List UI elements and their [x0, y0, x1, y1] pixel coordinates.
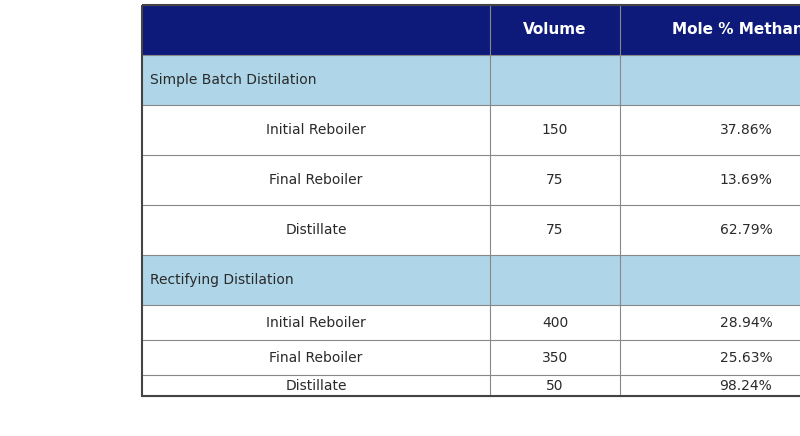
Bar [142, 205, 490, 255]
Bar [620, 55, 800, 105]
Text: 150: 150 [542, 123, 568, 137]
Text: 400: 400 [542, 316, 568, 330]
Text: Initial Reboiler: Initial Reboiler [266, 123, 366, 137]
Bar [490, 5, 620, 55]
Text: 50: 50 [546, 378, 564, 392]
Bar [620, 105, 800, 155]
Text: 37.86%: 37.86% [720, 123, 772, 137]
Bar [142, 375, 490, 396]
Bar [620, 5, 800, 55]
Bar [490, 105, 620, 155]
Bar [620, 155, 800, 205]
Text: Simple Batch Distilation: Simple Batch Distilation [150, 73, 317, 87]
Bar [490, 205, 620, 255]
Bar [490, 155, 620, 205]
Text: Rectifying Distilation: Rectifying Distilation [150, 273, 294, 287]
Text: 98.24%: 98.24% [720, 378, 772, 392]
Bar [142, 105, 490, 155]
Text: Mole % Methanol: Mole % Methanol [672, 23, 800, 37]
Bar [142, 5, 800, 396]
Text: 350: 350 [542, 351, 568, 364]
Text: Final Reboiler: Final Reboiler [270, 351, 362, 364]
Bar [490, 255, 620, 305]
Text: Distillate: Distillate [286, 378, 346, 392]
Text: Volume: Volume [523, 23, 586, 37]
Bar [620, 205, 800, 255]
Bar [490, 375, 620, 396]
Bar [142, 255, 490, 305]
Text: Initial Reboiler: Initial Reboiler [266, 316, 366, 330]
Bar [620, 305, 800, 340]
Bar [142, 5, 490, 55]
Bar [490, 55, 620, 105]
Bar [620, 340, 800, 375]
Text: Distillate: Distillate [286, 223, 346, 237]
Bar [620, 375, 800, 396]
Text: 75: 75 [546, 223, 564, 237]
Bar [142, 340, 490, 375]
Text: 28.94%: 28.94% [720, 316, 772, 330]
Bar [490, 305, 620, 340]
Bar [142, 55, 490, 105]
Bar [490, 340, 620, 375]
Bar [142, 305, 490, 340]
Text: 75: 75 [546, 173, 564, 187]
Text: 25.63%: 25.63% [720, 351, 772, 364]
Bar [620, 255, 800, 305]
Text: Final Reboiler: Final Reboiler [270, 173, 362, 187]
Bar [142, 155, 490, 205]
Text: 13.69%: 13.69% [719, 173, 773, 187]
Text: 62.79%: 62.79% [720, 223, 772, 237]
